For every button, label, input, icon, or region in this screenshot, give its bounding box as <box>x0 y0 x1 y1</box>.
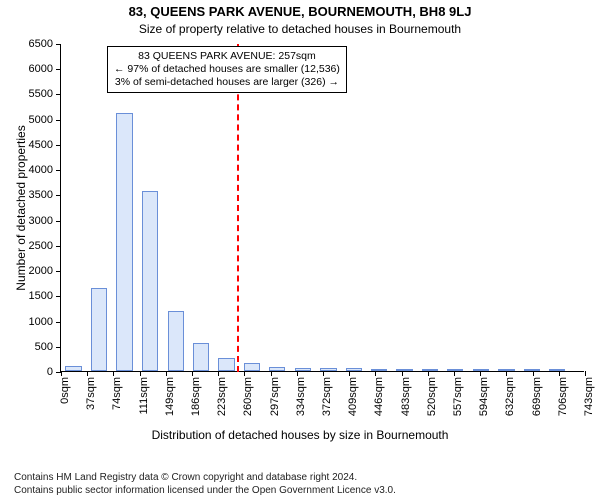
x-tick <box>192 371 193 376</box>
x-tick-label: 223sqm <box>216 377 228 416</box>
y-tick <box>56 94 61 95</box>
x-tick-label: 297sqm <box>269 377 281 416</box>
x-tick <box>218 371 219 376</box>
chart-title: 83, QUEENS PARK AVENUE, BOURNEMOUTH, BH8… <box>0 4 600 19</box>
y-tick-label: 5500 <box>29 88 53 100</box>
y-tick <box>56 296 61 297</box>
y-tick <box>56 195 61 196</box>
annotation-line-2: ← 97% of detached houses are smaller (12… <box>114 63 340 76</box>
x-tick-label: 520sqm <box>426 377 438 416</box>
x-tick-label: 409sqm <box>347 377 359 416</box>
histogram-bar <box>549 369 565 371</box>
x-tick <box>271 371 272 376</box>
x-tick <box>244 371 245 376</box>
y-tick <box>56 221 61 222</box>
histogram-bar <box>65 366 81 371</box>
y-tick-label: 1500 <box>29 290 53 302</box>
y-tick-label: 2000 <box>29 265 53 277</box>
x-tick <box>454 371 455 376</box>
histogram-bar <box>244 363 260 371</box>
histogram-bar <box>422 369 438 371</box>
y-tick <box>56 145 61 146</box>
y-tick-label: 6000 <box>29 63 53 75</box>
x-tick-label: 0sqm <box>59 377 71 404</box>
x-tick <box>87 371 88 376</box>
y-tick-label: 5000 <box>29 114 53 126</box>
footnote-line-1: Contains HM Land Registry data © Crown c… <box>14 472 357 485</box>
x-tick <box>349 371 350 376</box>
footnote-line-2: Contains public sector information licen… <box>14 485 396 498</box>
x-tick <box>585 371 586 376</box>
y-tick-label: 3000 <box>29 215 53 227</box>
y-tick-label: 4000 <box>29 164 53 176</box>
x-tick-label: 149sqm <box>164 377 176 416</box>
histogram-bar <box>447 369 463 371</box>
x-tick-label: 37sqm <box>85 377 97 410</box>
histogram-bar <box>218 358 234 371</box>
y-tick <box>56 120 61 121</box>
x-tick-label: 372sqm <box>321 377 333 416</box>
x-tick-label: 186sqm <box>190 377 202 416</box>
x-tick <box>533 371 534 376</box>
x-axis-label: Distribution of detached houses by size … <box>0 428 600 442</box>
x-tick <box>61 371 62 376</box>
y-tick-label: 2500 <box>29 240 53 252</box>
x-tick <box>140 371 141 376</box>
y-tick <box>56 69 61 70</box>
y-tick <box>56 271 61 272</box>
x-tick-label: 743sqm <box>583 377 595 416</box>
histogram-bar <box>371 369 387 371</box>
x-tick-label: 594sqm <box>478 377 490 416</box>
histogram-bar <box>91 288 107 371</box>
x-tick <box>113 371 114 376</box>
y-tick-label: 4500 <box>29 139 53 151</box>
annotation-line-3: 3% of semi-detached houses are larger (3… <box>114 76 340 89</box>
x-tick-label: 446sqm <box>373 377 385 416</box>
histogram-chart: 83, QUEENS PARK AVENUE, BOURNEMOUTH, BH8… <box>0 0 600 500</box>
x-tick-label: 706sqm <box>557 377 569 416</box>
x-tick <box>323 371 324 376</box>
y-axis-label: Number of detached properties <box>14 125 28 290</box>
histogram-bar <box>116 113 132 371</box>
x-tick-label: 260sqm <box>242 377 254 416</box>
x-tick-label: 632sqm <box>504 377 516 416</box>
x-tick-label: 111sqm <box>138 377 150 415</box>
y-tick-label: 6500 <box>29 38 53 50</box>
x-tick <box>480 371 481 376</box>
x-tick <box>402 371 403 376</box>
x-tick-label: 483sqm <box>400 377 412 416</box>
histogram-bar <box>193 343 209 371</box>
y-tick-label: 3500 <box>29 189 53 201</box>
annotation-line-1: 83 QUEENS PARK AVENUE: 257sqm <box>114 50 340 63</box>
x-tick <box>506 371 507 376</box>
y-tick-label: 500 <box>35 341 53 353</box>
x-tick <box>297 371 298 376</box>
x-tick-label: 74sqm <box>111 377 123 410</box>
x-tick-label: 334sqm <box>295 377 307 416</box>
chart-subtitle: Size of property relative to detached ho… <box>0 22 600 36</box>
histogram-bar <box>142 191 158 371</box>
property-annotation: 83 QUEENS PARK AVENUE: 257sqm ← 97% of d… <box>107 46 347 93</box>
x-tick-label: 669sqm <box>531 377 543 416</box>
y-tick-label: 1000 <box>29 316 53 328</box>
x-tick <box>428 371 429 376</box>
y-tick <box>56 322 61 323</box>
y-tick <box>56 170 61 171</box>
histogram-bar <box>396 369 412 371</box>
y-tick-label: 0 <box>47 366 53 378</box>
histogram-bar <box>168 311 184 371</box>
x-tick <box>375 371 376 376</box>
x-tick-label: 557sqm <box>452 377 464 416</box>
y-tick <box>56 44 61 45</box>
histogram-bar <box>346 368 362 371</box>
y-tick <box>56 347 61 348</box>
x-tick <box>166 371 167 376</box>
x-tick <box>559 371 560 376</box>
y-tick <box>56 246 61 247</box>
